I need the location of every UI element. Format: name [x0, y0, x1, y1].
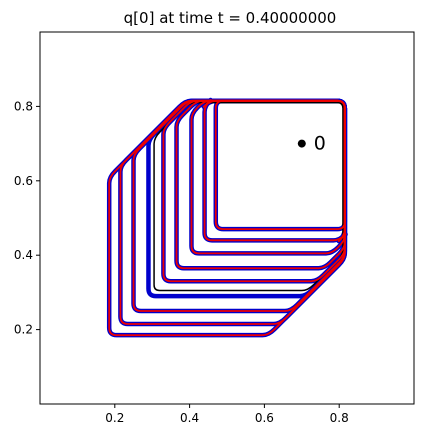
- contour-line: [201, 97, 348, 244]
- contour-line: [202, 99, 347, 242]
- annotation-marker: [297, 139, 306, 148]
- x-tick-label: 0.2: [105, 411, 124, 425]
- y-tick-label: 0.6: [14, 174, 33, 188]
- x-axis-ticks: 0.2 0.4 0.6 0.8: [105, 404, 349, 425]
- annotation: 0: [297, 133, 326, 155]
- y-tick-label: 0.4: [14, 248, 33, 262]
- contour-lines: [106, 97, 348, 338]
- x-tick-label: 0.6: [255, 411, 274, 425]
- contour-line: [175, 99, 346, 270]
- contour-line: [174, 98, 348, 271]
- contour-line: [106, 98, 348, 338]
- contour-line: [214, 99, 346, 231]
- chart-title: q[0] at time t = 0.40000000: [124, 9, 337, 27]
- contour-line: [153, 101, 344, 292]
- y-tick-label: 0.2: [14, 323, 33, 337]
- plot-frame: [39, 31, 415, 405]
- contour-line: [108, 99, 346, 337]
- contour-line: [213, 98, 348, 232]
- annotation-label: 0: [314, 133, 326, 155]
- x-tick-label: 0.4: [180, 411, 199, 425]
- x-tick-label: 0.8: [330, 411, 349, 425]
- y-axis-ticks: 0.2 0.4 0.6 0.8: [14, 99, 40, 337]
- y-tick-label: 0.8: [14, 99, 33, 113]
